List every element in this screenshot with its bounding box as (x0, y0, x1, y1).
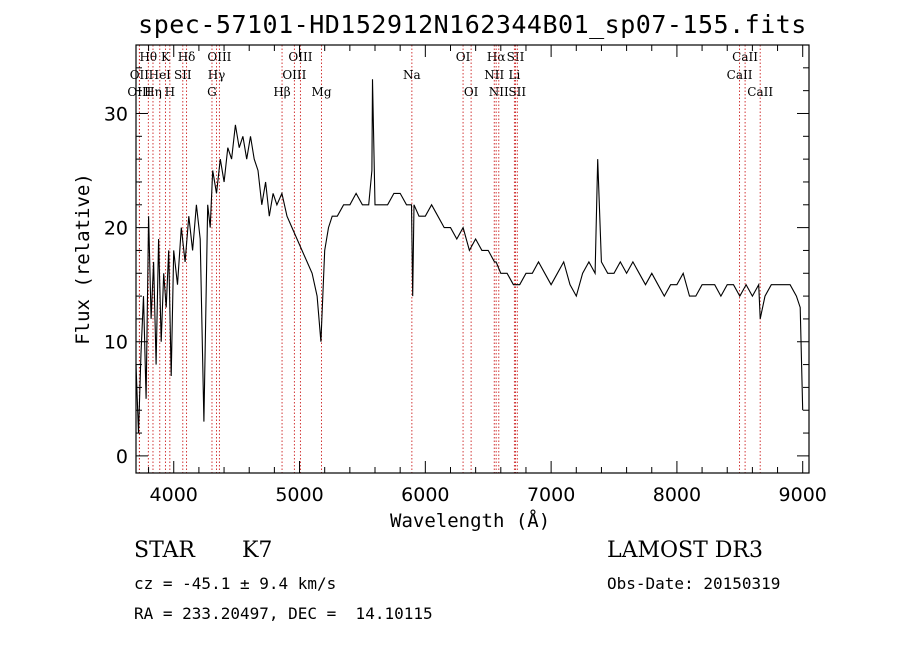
line-marker-label: OIII (127, 85, 151, 99)
line-marker-label: Hδ (178, 50, 196, 64)
axis-ticks: 4000 5000 6000 7000 8000 9000 0 10 20 30 (104, 45, 827, 506)
line-marker-label: Na (403, 68, 421, 82)
line-marker-label: OI (464, 85, 479, 99)
line-marker-label: CaII (727, 68, 753, 82)
y-tick-label: 10 (104, 332, 128, 354)
chart-title: spec-57101-HD152912N162344B01_sp07-155.f… (138, 10, 807, 39)
line-marker-label: SII (174, 68, 192, 82)
redshift-text: cz = -45.1 ± 9.4 km/s (134, 574, 337, 593)
y-tick-label: 30 (104, 103, 128, 125)
x-tick-label: 4000 (150, 484, 198, 506)
line-marker-label: SII (507, 50, 525, 64)
x-tick-label: 6000 (401, 484, 449, 506)
line-marker-label: Mg (312, 85, 332, 99)
x-tick-label: 7000 (527, 484, 575, 506)
line-marker-label: Li (508, 68, 520, 82)
object-class: STAR (134, 538, 195, 563)
x-axis-label: Wavelength (Å) (390, 510, 551, 532)
y-tick-label: 0 (116, 446, 128, 468)
line-marker-label: K (161, 50, 171, 64)
x-tick-label: 8000 (653, 484, 701, 506)
line-marker-label: Hθ (139, 50, 157, 64)
line-marker-layer: Hθ OII OIII K HeI Hη H SII Hδ OIII Hγ G OIII OIII Hβ Mg… (127, 45, 773, 473)
object-subclass: K7 (242, 538, 273, 563)
line-marker-label: G (207, 85, 217, 99)
y-tick-label: 20 (104, 218, 128, 240)
line-marker-label: Hα (487, 50, 506, 64)
observation-date: Obs-Date: 20150319 (607, 574, 781, 593)
plot-frame (135, 44, 810, 474)
line-marker-label: Hγ (208, 68, 226, 82)
y-axis-label: Flux (relative) (72, 173, 94, 345)
line-marker-label: OIII (288, 50, 312, 64)
spectrum-line (135, 79, 804, 434)
line-marker-label: OIII (282, 68, 306, 82)
x-tick-label: 9000 (779, 484, 827, 506)
line-marker-label: OIII (207, 50, 231, 64)
line-marker-label: OII (130, 68, 150, 82)
line-marker-label: H (165, 85, 175, 99)
survey-label: LAMOST DR3 (607, 538, 763, 563)
coordinates-text: RA = 233.20497, DEC = 14.10115 (134, 604, 433, 623)
line-marker-label: CaII (732, 50, 758, 64)
x-tick-label: 5000 (275, 484, 323, 506)
line-marker-label: HeI (149, 68, 172, 82)
line-marker-label: NII (489, 85, 509, 99)
line-marker-label: SII (508, 85, 526, 99)
line-marker-label: Hη (144, 85, 162, 99)
line-marker-label: CaII (747, 85, 773, 99)
line-marker-label: OI (456, 50, 471, 64)
line-marker-label: NII (484, 68, 504, 82)
line-marker-label: Hβ (273, 85, 290, 99)
